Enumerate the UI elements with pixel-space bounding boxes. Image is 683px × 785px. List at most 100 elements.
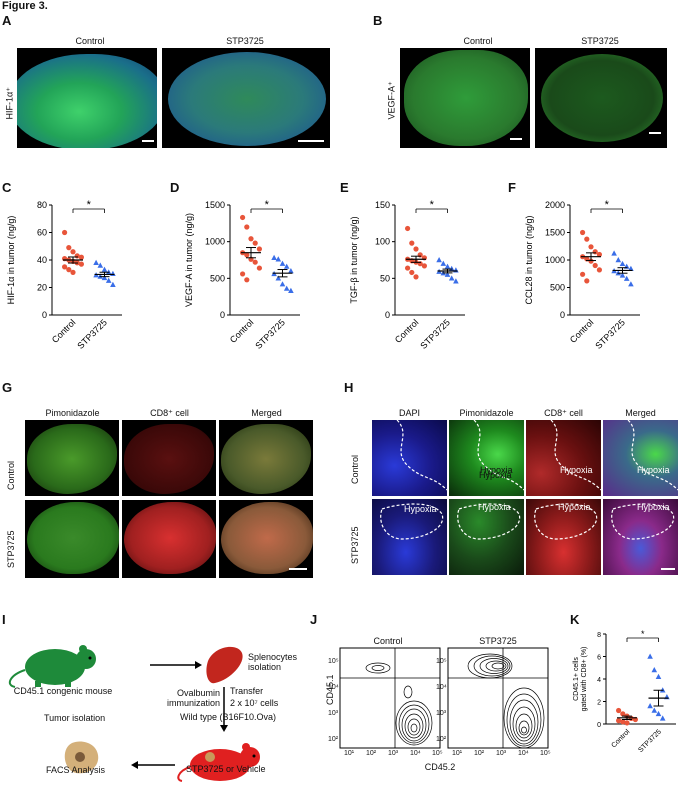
x-category-label: Control xyxy=(568,317,596,345)
data-point xyxy=(628,265,634,271)
y-tick-label: 4 xyxy=(597,677,601,684)
data-point xyxy=(248,236,254,242)
data-point xyxy=(624,720,630,726)
data-point xyxy=(279,281,286,287)
x-category-label: STP3725 xyxy=(418,317,452,351)
micrograph-h-stp3725-dapi xyxy=(372,499,447,575)
y-axis-label: VEGF-A in tumor (ng/g) xyxy=(184,213,194,307)
y-tick-label: 10⁴ xyxy=(436,684,447,691)
data-point xyxy=(448,265,455,271)
y-axis-label: CD45.1+ cellsgated with CD8+ (%) xyxy=(573,647,588,712)
significance-star: * xyxy=(430,199,435,211)
panel-a-col-stp3725: STP3725 xyxy=(226,36,264,46)
data-point xyxy=(448,275,455,281)
data-point xyxy=(616,718,622,724)
data-point xyxy=(283,285,290,291)
x-category-label: Control xyxy=(393,317,421,345)
panel-h-col-3: CD8⁺ cell xyxy=(544,408,583,418)
panel-b-ylabel: VEGF-A⁺ xyxy=(386,81,397,120)
data-point xyxy=(252,259,258,265)
hypoxia-label-h-control-pimo: Hypoxia xyxy=(480,465,513,475)
panel-h-col-2: Pimonidazole xyxy=(459,408,514,418)
micrograph-h-stp3725-merged xyxy=(603,499,678,575)
x-tick-label: 10⁵ xyxy=(432,750,443,757)
panel-g-row-control: Control xyxy=(6,460,16,490)
micrograph-h-control-merged xyxy=(603,420,678,496)
data-point xyxy=(93,259,99,265)
y-tick-label: 500 xyxy=(210,273,225,283)
hypoxia-label-h-stp-dapi: Hypoxia xyxy=(404,504,437,514)
hypoxia-label-h-control-dapi: Hypoxia xyxy=(479,470,512,480)
panel-h-row-stp3725: STP3725 xyxy=(350,526,360,564)
x-category-label: STP3725 xyxy=(253,317,287,351)
data-point xyxy=(620,711,626,717)
micrograph-g-control-cd8 xyxy=(122,420,216,496)
contour-plot-stp3725 xyxy=(447,647,549,749)
data-point xyxy=(615,257,622,263)
label-cd45-mouse: CD45.1 congenic mouse xyxy=(13,686,113,696)
y-tick-label: 80 xyxy=(37,200,47,210)
y-tick-label: 150 xyxy=(375,200,390,210)
data-point xyxy=(78,254,84,260)
significance-star: * xyxy=(641,629,645,639)
label-wildtype: Wild type (B16F10.Ova) xyxy=(180,712,277,722)
y-tick-label: 2 xyxy=(597,700,601,707)
hypoxia-label-h-control-merged: Hypoxia xyxy=(637,465,670,475)
data-point xyxy=(110,281,116,287)
data-point xyxy=(659,715,666,721)
label-splenocytes: Splenocytes isolation xyxy=(248,652,298,672)
data-point xyxy=(409,269,415,276)
panel-g-col-1: Pimonidazole xyxy=(45,408,100,418)
x-tick-label: 10¹ xyxy=(344,750,355,757)
data-point xyxy=(101,266,108,272)
data-point xyxy=(453,278,459,284)
x-tick-label: 10⁵ xyxy=(540,750,551,757)
panel-h-col-4: Merged xyxy=(625,408,656,418)
data-point xyxy=(436,257,442,263)
panel-label-h: H xyxy=(344,380,354,395)
data-point xyxy=(271,254,277,260)
schematic-diagram xyxy=(8,645,260,782)
data-point xyxy=(655,673,662,679)
panel-h-col-1: DAPI xyxy=(398,408,420,418)
dot-plot-e: 0 50 100 150 TGF-β in tumor (ng/g) ControlSTP… xyxy=(349,199,465,351)
data-point xyxy=(244,252,250,258)
panel-j-col-control: Control xyxy=(373,636,403,646)
data-point xyxy=(66,267,72,273)
micrograph-h-control-dapi xyxy=(372,420,447,496)
data-point xyxy=(413,246,419,252)
spleen-icon xyxy=(206,646,243,684)
data-point xyxy=(592,262,598,269)
data-point xyxy=(62,264,68,270)
data-point xyxy=(623,275,630,281)
y-tick-label: 100 xyxy=(375,237,390,247)
panel-label-k: K xyxy=(570,612,580,627)
data-point xyxy=(110,270,116,276)
y-tick-label: 500 xyxy=(550,283,565,293)
y-tick-label: 10⁵ xyxy=(436,658,447,665)
y-tick-label: 10³ xyxy=(436,710,447,717)
significance-star: * xyxy=(87,199,92,211)
data-point xyxy=(417,252,423,258)
data-point xyxy=(240,271,246,277)
y-tick-label: 20 xyxy=(37,283,47,293)
micrograph-g-control-pimonidazole xyxy=(25,420,119,496)
data-point xyxy=(628,281,634,287)
data-point xyxy=(596,267,602,273)
data-point xyxy=(288,287,294,293)
label-cells: 2 x 10⁷ cells xyxy=(230,698,279,708)
x-category-label: STP3725 xyxy=(637,728,663,754)
panel-b-col-control: Control xyxy=(463,36,493,46)
data-point xyxy=(444,271,451,277)
data-point xyxy=(647,703,653,709)
data-point xyxy=(62,229,68,236)
y-tick-label: 0 xyxy=(560,310,565,320)
micrograph-g-control-merged xyxy=(219,420,313,496)
panel-label-b: B xyxy=(373,13,383,28)
data-point xyxy=(70,249,76,255)
data-point xyxy=(70,269,76,275)
y-axis-label: TGF-β in tumor (ng/g) xyxy=(349,216,359,303)
label-treatment: STP3725 or Vehicle xyxy=(186,764,266,774)
y-tick-label: 10⁵ xyxy=(328,658,339,665)
significance-star: * xyxy=(265,199,270,211)
